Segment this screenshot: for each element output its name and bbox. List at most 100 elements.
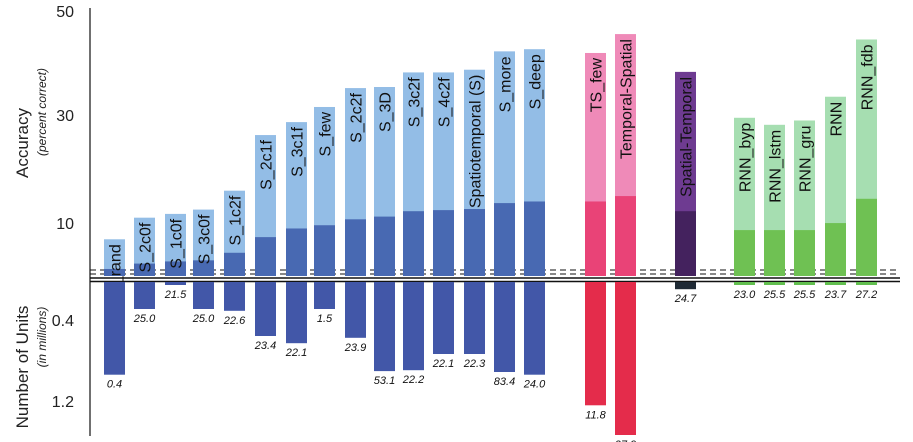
y-axis-title-accuracy: Accuracy: [13, 108, 32, 178]
accuracy-bar-lower-s-1c2f: [224, 252, 245, 276]
units-value-s-4c2f: 22.1: [432, 358, 454, 370]
units-value-spatial-temporal: 24.7: [674, 293, 697, 305]
accuracy-bar-lower-spatiotemporal-s: [464, 209, 485, 276]
units-bar-s-rand: [104, 282, 125, 375]
bar-label-s-3c0f: S_3c0f: [197, 214, 214, 264]
units-value-s-2c1f: 23.4: [254, 340, 276, 352]
units-value-temporal-spatial: 27.9: [614, 439, 636, 442]
accuracy-bar-lower-s-2c0f: [134, 263, 155, 276]
units-value-s-few: 1.5: [317, 313, 333, 325]
units-value-spatiotemporal-s: 22.3: [463, 358, 486, 370]
units-value-rnn-fdb: 27.2: [855, 289, 877, 301]
bar-label-rnn-byp: RNN_byp: [738, 123, 755, 192]
accuracy-bar-lower-spatial-temporal: [675, 211, 696, 276]
units-value-rnn-gru: 25.5: [793, 289, 816, 301]
units-bar-s-2c1f: [255, 282, 276, 336]
accuracy-bar-s-2c0f: [134, 217, 155, 276]
bar-label-s-3c1f: S_3c1f: [290, 127, 307, 177]
bar-label-rnn-lstm: RNN_lstm: [768, 130, 785, 203]
units-bar-rnn-lstm: [764, 282, 785, 285]
accuracy-bar-lower-s-3c0f: [193, 260, 214, 276]
units-bar-s-3d: [374, 282, 395, 372]
units-bar-s-2c2f: [345, 282, 366, 338]
accuracy-bar-lower-s-3c2f: [403, 211, 424, 276]
bar-label-ts-few: TS_few: [589, 58, 606, 113]
bar-label-s-1c0f: S_1c0f: [169, 218, 186, 268]
y-tick-1-2: 1.2: [52, 394, 74, 411]
accuracy-bar-lower-s-more: [494, 203, 515, 276]
accuracy-bar-s-3c0f: [193, 209, 214, 276]
units-value-s-2c2f: 23.9: [344, 342, 366, 354]
units-bar-rnn-byp: [734, 282, 755, 285]
units-value-s-rand: 0.4: [107, 379, 122, 391]
units-value-s-3c1f: 22.1: [285, 347, 307, 359]
units-value-s-deep: 24.0: [523, 379, 546, 391]
y-tick-10: 10: [56, 216, 74, 233]
bar-label-s-few: S_few: [318, 112, 335, 157]
bar-label-s-deep: S_deep: [528, 54, 545, 109]
bar-label-temporal-spatial: Temporal-Spatial: [619, 39, 636, 159]
units-bar-s-2c0f: [134, 282, 155, 309]
units-value-s-3d: 53.1: [374, 375, 395, 387]
accuracy-bar-lower-temporal-spatial: [615, 196, 636, 276]
units-bar-s-3c2f: [403, 282, 424, 371]
bar-label-s-2c1f: S_2c1f: [259, 140, 276, 190]
units-value-s-3c2f: 22.2: [402, 374, 424, 386]
units-value-ts-few: 11.8: [585, 409, 606, 421]
bar-label-rnn: RNN: [829, 102, 846, 137]
units-bar-s-1c0f: [165, 282, 186, 285]
accuracy-bar-lower-s-2c2f: [345, 219, 366, 276]
units-bar-s-3c0f: [193, 282, 214, 309]
units-value-rnn-lstm: 25.5: [763, 289, 786, 301]
bar-label-s-1c2f: S_1c2f: [228, 195, 245, 245]
units-value-rnn: 23.7: [824, 289, 847, 301]
units-bar-s-more: [494, 282, 515, 372]
bar-label-rnn-gru: RNN_gru: [798, 125, 815, 192]
y-tick-30: 30: [56, 108, 74, 125]
y-tick-50: 50: [56, 4, 74, 21]
units-bar-rnn-fdb: [856, 282, 877, 285]
units-bar-s-1c2f: [224, 282, 245, 311]
units-value-s-1c0f: 21.5: [164, 289, 187, 301]
units-bar-s-deep: [524, 282, 545, 375]
accuracy-bar-lower-rnn-byp: [734, 230, 755, 276]
bar-label-s-3d: S_3D: [378, 92, 395, 132]
units-value-s-2c0f: 25.0: [133, 313, 156, 325]
accuracy-bar-lower-s-1c0f: [165, 261, 186, 276]
units-value-s-1c2f: 22.6: [223, 315, 246, 327]
accuracy-bar-lower-s-3d: [374, 216, 395, 276]
accuracy-bar-lower-rnn: [825, 223, 846, 276]
units-bar-s-3c1f: [286, 282, 307, 344]
units-value-rnn-byp: 23.0: [733, 289, 756, 301]
units-bar-s-few: [314, 282, 335, 309]
y-axis-title-units: Number of Units: [13, 306, 32, 429]
accuracy-bar-lower-s-rand: [104, 268, 125, 276]
units-value-s-more: 83.4: [494, 376, 515, 388]
units-bar-rnn-gru: [794, 282, 815, 285]
y-axis-subtitle-units: (in millions): [35, 307, 49, 368]
accuracy-bar-s-1c0f: [165, 213, 186, 276]
accuracy-bar-lower-s-3c1f: [286, 228, 307, 276]
bar-label-s-3c2f: S_3c2f: [407, 77, 424, 127]
accuracy-bar-lower-ts-few: [585, 201, 606, 276]
bars-group: S_rand0.4S_2c0f25.0S_1c0f21.5S_3c0f25.0S…: [104, 34, 877, 442]
bar-label-spatial-temporal: Spatial-Temporal: [679, 77, 696, 197]
accuracy-bar-lower-rnn-gru: [794, 230, 815, 276]
units-bar-s-4c2f: [433, 282, 454, 354]
units-value-s-3c0f: 25.0: [192, 313, 215, 325]
accuracy-bar-lower-s-few: [314, 225, 335, 276]
accuracy-bar-lower-s-deep: [524, 201, 545, 276]
bar-label-s-4c2f: S_4c2f: [437, 77, 454, 127]
accuracy-bar-s-rand: [104, 239, 125, 276]
units-bar-rnn: [825, 282, 846, 285]
y-axis-subtitle-accuracy: (percent correct): [35, 68, 49, 156]
accuracy-bar-lower-rnn-lstm: [764, 230, 785, 276]
bar-label-s-2c2f: S_2c2f: [349, 93, 366, 143]
units-bar-spatial-temporal: [675, 282, 696, 290]
bar-label-rnn-fdb: RNN_fdb: [860, 44, 877, 110]
y-tick-0-4: 0.4: [52, 313, 74, 330]
bar-label-spatiotemporal-s: Spatiotemporal (S): [468, 75, 485, 208]
units-bar-spatiotemporal-s: [464, 282, 485, 354]
accuracy-bar-lower-rnn-fdb: [856, 198, 877, 276]
